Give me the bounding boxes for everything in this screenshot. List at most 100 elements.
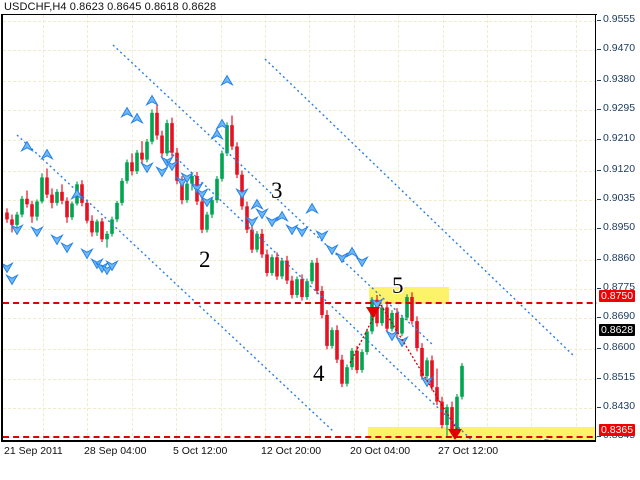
price-tick-label: 0.9210 [603,131,636,144]
candle [25,190,29,208]
candle [430,355,434,391]
candle [135,149,139,174]
candle [355,345,359,374]
candle [115,200,119,223]
chart-plot-area[interactable]: 23456 RoboForex - MetaTrader4; © 2001-20… [1,14,597,441]
candle [295,276,299,298]
gridline-vertical [43,15,44,441]
gridline-horizontal [3,139,597,141]
gridline-vertical [531,15,533,441]
candle [190,173,194,191]
candle [435,368,439,406]
fractal-arrow [130,112,144,125]
candle [415,316,419,352]
candle [65,197,69,223]
candle [125,159,129,184]
gridline-vertical [265,15,266,441]
plot-bottom-border [1,440,596,442]
fractal-arrow [5,273,19,286]
candle [420,343,424,380]
price-tick [597,436,601,437]
gridline-horizontal [3,170,597,172]
gridline-horizontal [3,318,597,320]
candle [110,216,114,237]
gridline-horizontal [3,110,597,112]
gridline-vertical [176,15,178,441]
candle [220,150,224,182]
wave-4-label: 4 [313,361,325,386]
candle [285,255,289,285]
price-tick [597,348,601,350]
gridline-vertical [309,15,311,441]
price-tick-label: 0.8950 [603,221,636,233]
candle [300,274,304,301]
candle [150,109,154,145]
price-tick-label: 0.9380 [603,73,636,86]
price-tick [597,80,601,82]
fractal-arrow [165,159,179,172]
candle [35,199,39,221]
fractal-arrow [275,210,289,223]
fractal-arrow [180,171,194,184]
fractal-arrow [3,261,14,274]
fractal-arrow [385,329,399,342]
time-tick-label: 5 Oct 12:00 [173,445,228,457]
fractal-arrow [50,233,64,246]
candle [265,249,269,277]
trend-channel-lines [16,44,576,441]
candle [410,292,414,325]
price-tick-label: 0.9555 [603,13,636,25]
wave-3-label: 3 [271,178,283,203]
price-tick-label: 0.8600 [603,341,636,354]
candle [340,354,344,388]
time-tick-label: 28 Sep 04:00 [84,445,147,457]
fractal-arrow [105,259,119,272]
candle [45,168,49,199]
channel-line [168,150,474,441]
fractal-arrow [20,140,34,153]
price-tick-label: 0.8690 [603,310,636,323]
gridline-vertical [487,15,488,441]
signal-arrows [349,302,462,440]
price-tick [597,138,601,140]
price-tick-label: 0.9035 [603,191,636,204]
candle [120,178,124,206]
sell-signal-arrow [366,307,380,318]
price-tick-label: 0.8515 [603,370,636,383]
candle [290,275,294,299]
price-axis[interactable]: 0.9555 0.9470 0.9380 0.9295 0.9210 0.9120 0.90… [597,13,640,441]
fractal-arrow [220,74,234,87]
candle [250,225,254,254]
candle [165,119,169,157]
fractal-arrow [190,181,204,194]
fractal-arrow [325,243,339,256]
time-tick-label: 20 Oct 04:00 [350,445,411,457]
price-tick [597,228,601,229]
channel-line [112,44,434,346]
candle [275,252,279,280]
wave-6-label: 6 [539,435,551,441]
candle [380,304,384,326]
price-tick-label: 0.9470 [603,42,636,55]
channel-line [264,58,576,358]
gridline-vertical [87,15,89,441]
candle [330,327,334,349]
time-axis[interactable]: 21 Sep 2011 28 Sep 04:00 5 Oct 12:00 12 Oct… [0,443,640,480]
fractal-arrow [315,229,329,242]
fractal-arrow [155,165,169,178]
candle [40,173,44,204]
fractal-arrow [145,94,159,107]
fractal-arrow [210,128,224,141]
channel-line [16,134,334,432]
candle [185,180,189,203]
gridline-horizontal [3,199,597,201]
fractal-arrow [195,187,209,200]
gridline-horizontal [3,407,597,409]
symbol-ohlc-label: USDCHF,H4 0.8623 0.8645 0.8618 0.8628 [4,1,217,13]
time-tick-label: 12 Oct 20:00 [261,445,322,457]
fractal-arrow [215,118,229,131]
gridline-vertical [442,15,444,441]
candle [15,211,19,229]
fractal-arrow [335,251,349,264]
